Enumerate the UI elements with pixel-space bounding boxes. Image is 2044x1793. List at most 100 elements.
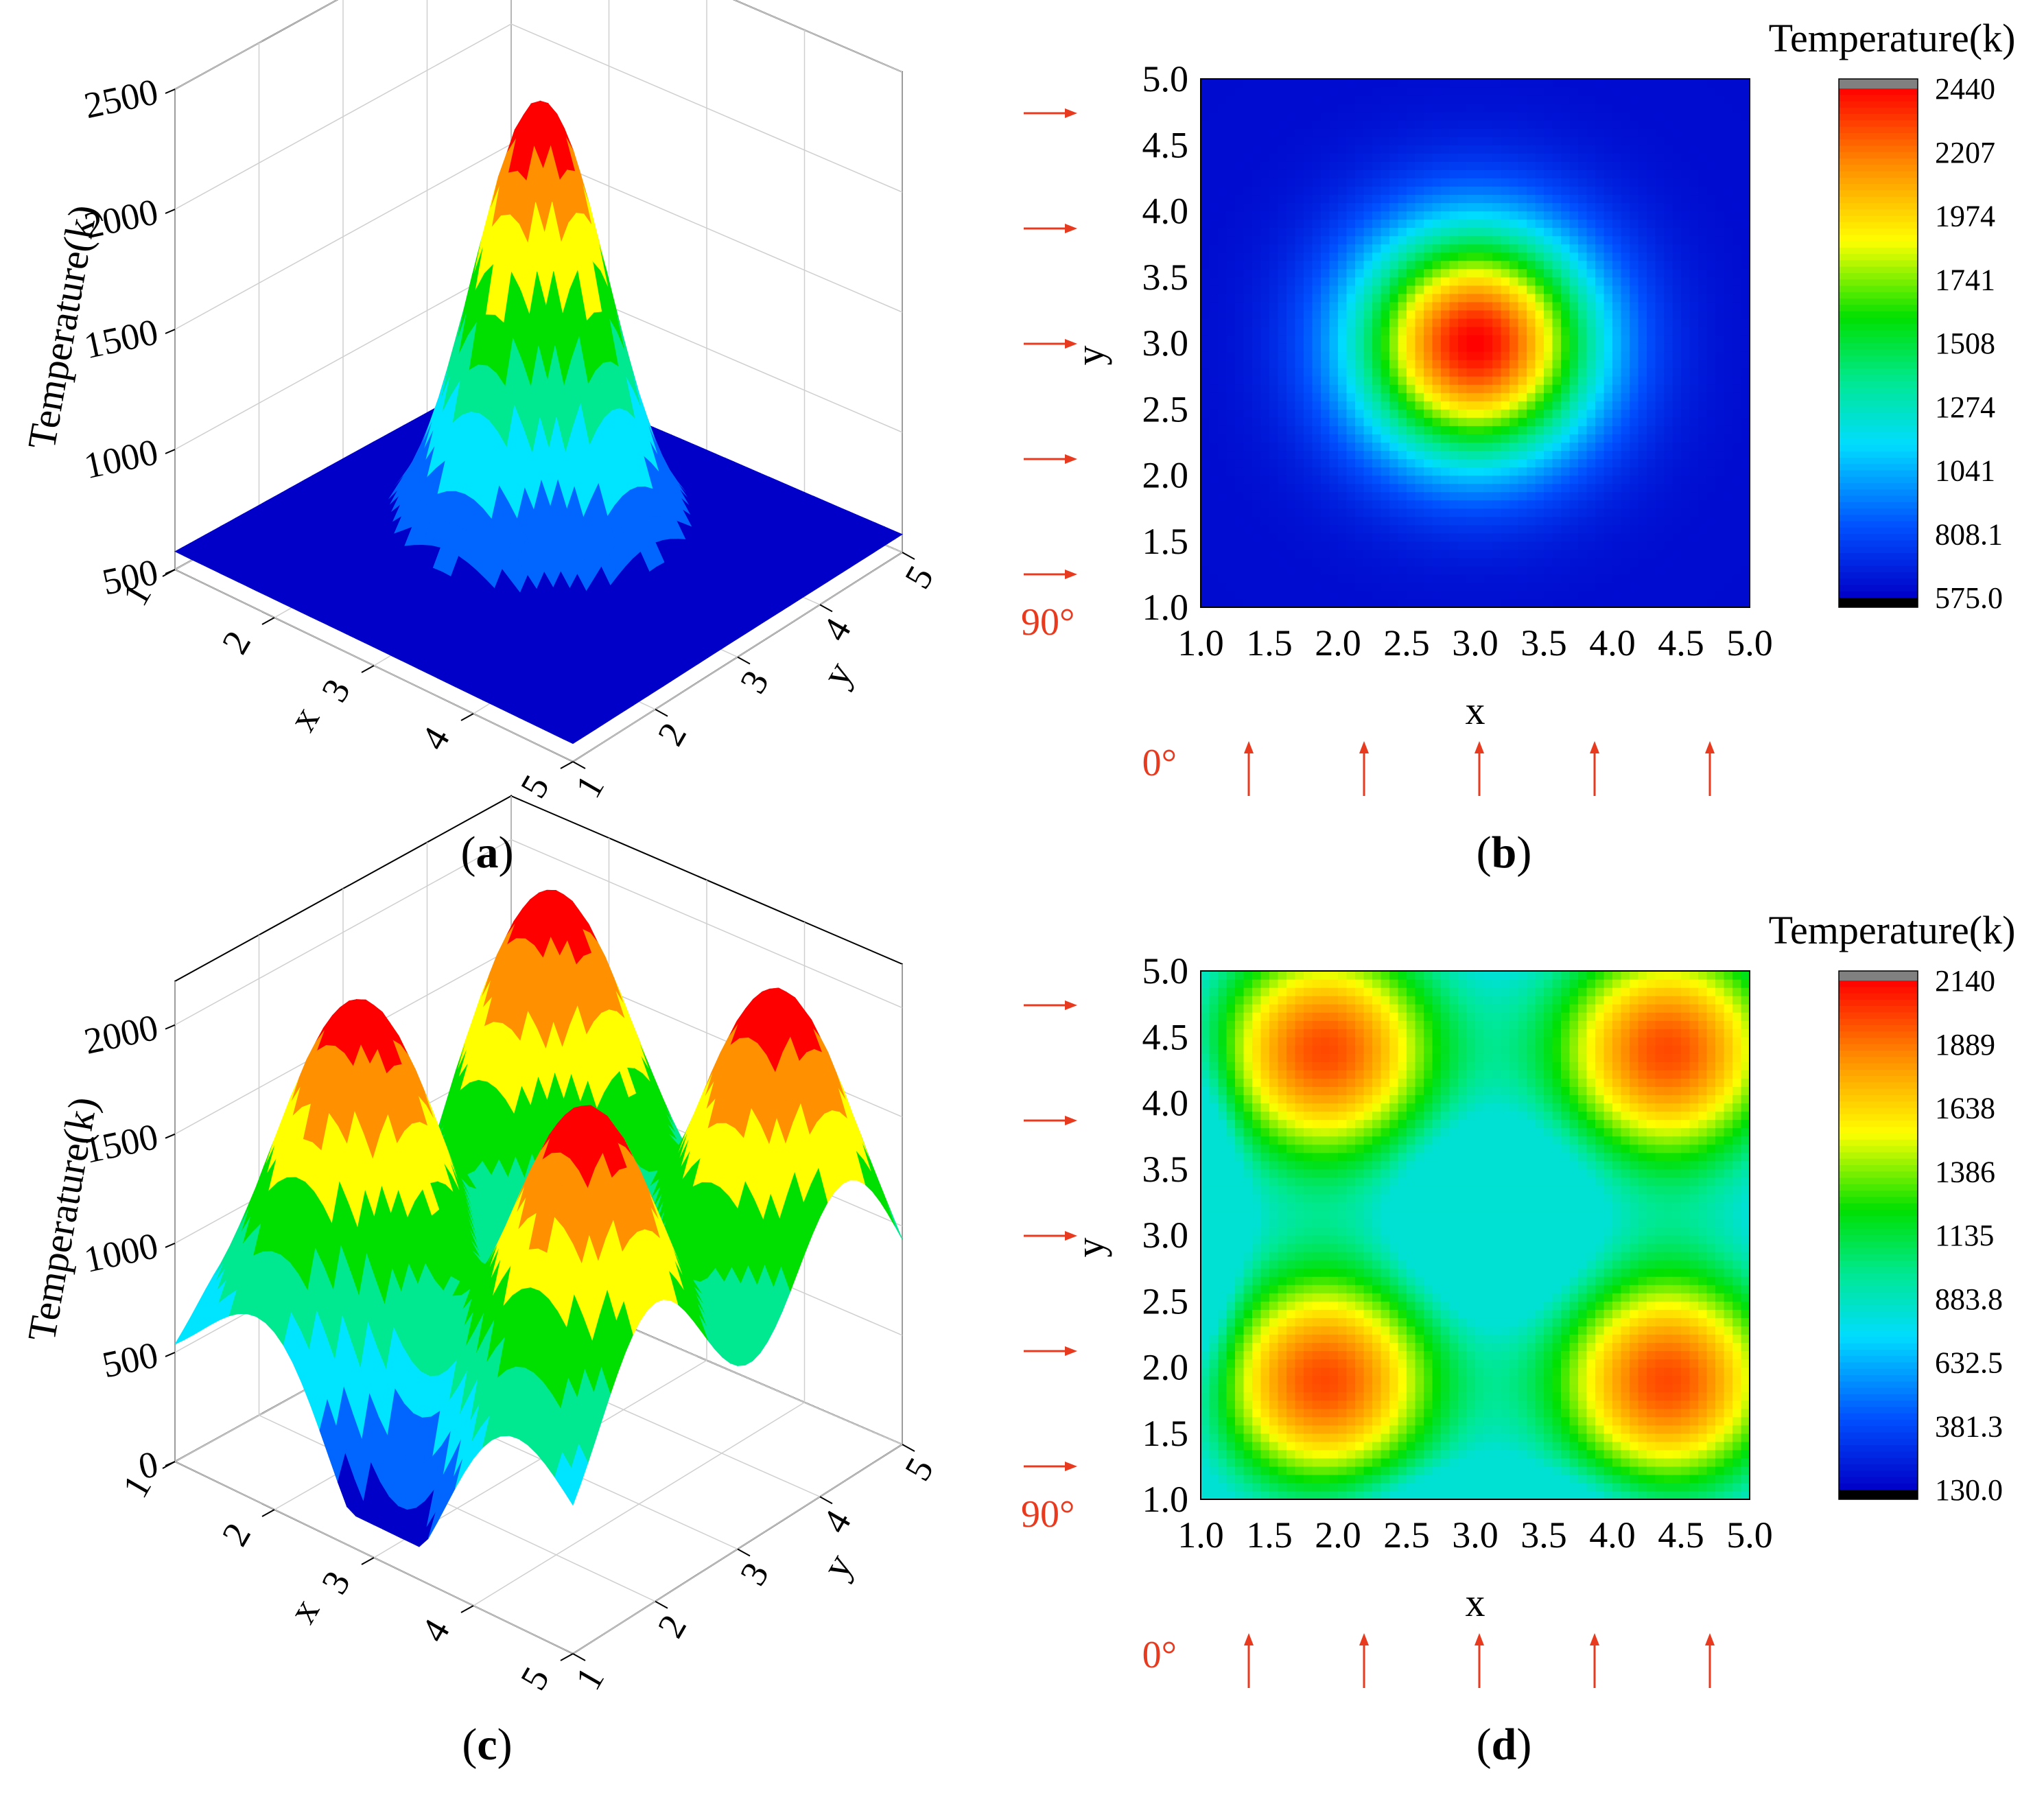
heatmap-cell (1321, 137, 1330, 145)
heatmap-cell (1483, 137, 1493, 145)
heatmap-cell (1561, 483, 1571, 493)
heatmap-cell (1209, 235, 1219, 245)
heatmap-cell (1218, 392, 1227, 401)
heatmap-cell (1201, 87, 1210, 96)
heatmap-cell (1578, 351, 1588, 360)
heatmap-cell (1535, 293, 1544, 303)
heatmap-cell (1475, 442, 1485, 452)
heatmap-cell (1355, 392, 1365, 401)
heatmap-cell (1561, 326, 1571, 336)
heatmap-cell (1492, 169, 1502, 178)
heatmap-cell (1578, 368, 1588, 377)
heatmap-cell (1338, 326, 1348, 336)
heatmap-cell (1449, 467, 1459, 476)
heatmap-cell (1235, 417, 1245, 426)
heatmap-cell (1304, 104, 1313, 113)
heatmap-cell (1552, 442, 1562, 452)
heatmap-cell (1492, 458, 1502, 468)
heatmap-cell (1381, 104, 1390, 113)
heatmap-cell (1209, 401, 1219, 410)
heatmap-cell (1466, 227, 1476, 237)
heatmap-cell (1509, 318, 1519, 327)
heatmap-cell (1441, 178, 1450, 187)
heatmap-cell (1415, 458, 1424, 468)
heatmap-cell (1398, 137, 1407, 145)
heatmap-cell (1569, 95, 1579, 104)
heatmap-cell (1535, 194, 1544, 204)
heatmap-cell (1372, 425, 1382, 434)
heatmap-cell (1449, 483, 1459, 493)
heatmap-cell (1355, 565, 1365, 575)
heatmap-cell (1269, 137, 1279, 145)
heatmap-cell (1569, 326, 1579, 336)
heatmap-cell (1466, 252, 1476, 261)
heatmap-cell (1586, 384, 1596, 393)
heatmap-cell (1449, 392, 1459, 401)
heatmap-cell (1415, 516, 1424, 526)
heatmap-cell (1381, 285, 1390, 294)
heatmap-cell (1518, 120, 1527, 129)
heatmap-cell (1509, 178, 1519, 187)
heatmap-cell (1304, 87, 1313, 96)
heatmap-cell (1355, 128, 1365, 137)
heatmap-cell (1278, 178, 1287, 187)
heatmap-cell (1535, 450, 1544, 460)
heatmap-cell (1561, 260, 1571, 270)
heatmap-cell (1235, 87, 1245, 96)
heatmap-cell (1441, 95, 1450, 104)
heatmap-cell (1415, 450, 1424, 460)
heatmap-cell (1595, 574, 1605, 583)
heatmap-cell (1561, 293, 1571, 303)
heatmap-cell (1235, 574, 1245, 583)
heatmap-cell (1569, 483, 1579, 493)
heatmap-cell (1295, 384, 1304, 393)
heatmap-cell (1578, 590, 1588, 600)
heatmap-cell (1372, 442, 1382, 452)
heatmap-cell (1389, 87, 1399, 96)
heatmap-cell (1407, 87, 1416, 96)
heatmap-cell (1321, 95, 1330, 104)
heatmap-cell (1381, 293, 1390, 303)
heatmap-cell (1586, 227, 1596, 237)
heatmap-cell (1544, 409, 1553, 418)
heatmap-cell (1218, 227, 1227, 237)
heatmap-field (1201, 79, 1750, 607)
heatmap-cell (1483, 186, 1493, 196)
heatmap-cell (1501, 409, 1510, 418)
heatmap-cell (1269, 524, 1279, 534)
surface-facet (563, 734, 581, 745)
heatmap-cell (1355, 194, 1365, 204)
heatmap-cell (1407, 409, 1416, 418)
heatmap-cell (1449, 95, 1459, 104)
heatmap-cell (1483, 211, 1493, 220)
heatmap-cell (1389, 532, 1399, 542)
heatmap-cell (1501, 334, 1510, 344)
heatmap-cell (1338, 483, 1348, 493)
heatmap-cell (1518, 87, 1527, 96)
heatmap-cell (1235, 524, 1245, 534)
heatmap-cell (1449, 202, 1459, 212)
heatmap-cell (1269, 128, 1279, 137)
heatmap-cell (1329, 309, 1339, 319)
heatmap-cell (1544, 235, 1553, 245)
heatmap-cell (1595, 508, 1605, 517)
heatmap-cell (1321, 565, 1330, 575)
heatmap-cell (1424, 549, 1433, 559)
heatmap-cell (1509, 334, 1519, 344)
heatmap-cell (1398, 434, 1407, 443)
heatmap-cell (1252, 557, 1262, 567)
heatmap-cell (1578, 95, 1588, 104)
heatmap-cell (1260, 582, 1270, 591)
heatmap-cell (1243, 137, 1253, 145)
heatmap-cell (1492, 334, 1502, 344)
heatmap-cell (1535, 326, 1544, 336)
heatmap-cell (1518, 425, 1527, 434)
heatmap-cell (1243, 401, 1253, 410)
heatmap-cell (1483, 318, 1493, 327)
heatmap-cell (1381, 541, 1390, 550)
heatmap-cell (1501, 285, 1510, 294)
heatmap-cell (1226, 401, 1236, 410)
heatmap-cell (1287, 194, 1296, 204)
heatmap-cell (1260, 153, 1270, 162)
heatmap-cell (1595, 442, 1605, 452)
